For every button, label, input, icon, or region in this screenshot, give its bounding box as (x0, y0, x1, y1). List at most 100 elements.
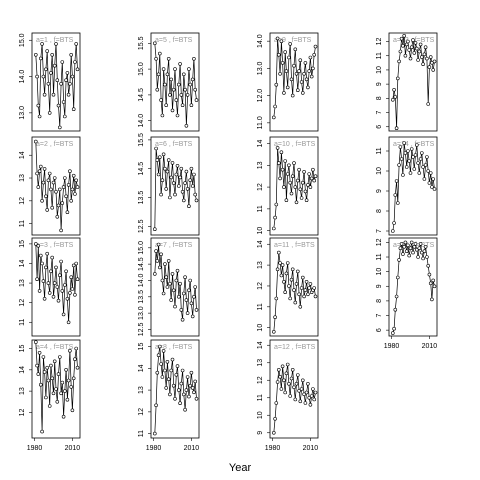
data-point (59, 82, 63, 86)
data-point (392, 88, 396, 92)
data-point (284, 69, 289, 73)
panel-frame (388, 32, 438, 132)
data-point (188, 178, 192, 182)
data-point (278, 72, 282, 76)
data-point (51, 180, 56, 185)
data-point (64, 78, 68, 82)
series-line (154, 43, 197, 126)
y-tick-label: 7 (376, 313, 383, 317)
data-point (302, 72, 306, 76)
data-point (409, 45, 414, 50)
data-point (290, 93, 295, 98)
data-point (168, 195, 172, 200)
panel-4: a=4 , f=BTS 12 13 14 15 1980 2010 (19, 339, 81, 452)
data-point (299, 387, 304, 391)
panel-frame (150, 32, 200, 132)
data-point (306, 381, 310, 386)
y-tick-label: 11 (19, 319, 26, 326)
data-point (65, 397, 70, 402)
data-point (278, 374, 282, 379)
y-tick-label: 8 (376, 96, 383, 100)
data-point (285, 85, 290, 90)
data-point (188, 82, 192, 87)
data-point (284, 271, 289, 276)
data-point (184, 388, 189, 392)
data-point (428, 281, 433, 286)
data-point (45, 365, 50, 370)
data-point (54, 387, 58, 391)
data-point (70, 287, 75, 291)
x-tick-label: 2010 (303, 445, 319, 452)
data-point (166, 259, 171, 263)
data-point (292, 63, 296, 68)
data-point (50, 205, 55, 210)
data-point (432, 59, 437, 64)
data-point (159, 252, 163, 257)
data-point (304, 77, 309, 82)
data-point (161, 349, 166, 353)
data-point (300, 180, 305, 185)
data-point (404, 42, 409, 47)
data-point (297, 292, 301, 297)
data-point (276, 367, 281, 372)
data-point (69, 275, 73, 280)
data-point (307, 395, 312, 400)
data-point (185, 93, 190, 97)
x-tick-label: 1980 (384, 343, 400, 350)
y-tick-label: 10 (376, 167, 383, 175)
data-point (156, 353, 161, 358)
data-point (158, 51, 162, 56)
data-point (307, 172, 312, 176)
data-point (402, 141, 407, 145)
x-tick-label: 2010 (65, 445, 81, 452)
data-point (293, 397, 298, 402)
data-point (170, 272, 175, 276)
data-point (292, 288, 296, 292)
y-tick-label: 12 (19, 408, 26, 416)
data-point (190, 314, 195, 319)
data-point (403, 53, 408, 58)
panel-7: a=7 , f=BTS 12.5 13.0 13.5 14.0 14.5 15.0 (138, 237, 200, 337)
data-point (430, 297, 434, 302)
data-point (37, 350, 42, 355)
data-point (184, 124, 189, 128)
data-point (42, 92, 47, 97)
data-point (398, 145, 403, 149)
data-point (398, 49, 403, 54)
data-point (290, 267, 295, 272)
data-point (154, 403, 158, 408)
data-point (279, 387, 284, 391)
y-tick-label: 12 (376, 38, 383, 46)
panel-label: a=1 , f=BTS (36, 37, 74, 44)
data-point (411, 250, 415, 255)
data-point (59, 391, 63, 396)
data-point (156, 172, 161, 177)
data-point (168, 93, 172, 97)
panel-frame (31, 32, 81, 132)
panel-label: a=6 , f=BTS (155, 141, 193, 148)
data-point (49, 269, 53, 274)
data-point (418, 42, 423, 47)
data-point (288, 296, 293, 301)
data-point (293, 47, 298, 52)
data-point (63, 283, 67, 287)
y-tick-label: 12.5 (138, 323, 145, 337)
data-point (169, 175, 173, 180)
data-point (59, 228, 63, 233)
data-point (288, 180, 293, 185)
data-point (288, 42, 293, 46)
y-tick-label: 12.0 (257, 89, 264, 103)
data-point (75, 185, 80, 189)
series-line (392, 35, 435, 129)
panel-8: a=8 , f=BTS 11 12 13 14 15 1980 2010 (138, 339, 200, 452)
data-point (409, 240, 414, 245)
data-point (190, 77, 195, 82)
data-point (313, 174, 318, 178)
y-tick-label: 14 (257, 240, 264, 248)
data-point (416, 58, 420, 62)
data-point (189, 370, 194, 375)
data-point (407, 253, 412, 258)
panel-frame (269, 339, 319, 439)
data-point (55, 78, 60, 82)
